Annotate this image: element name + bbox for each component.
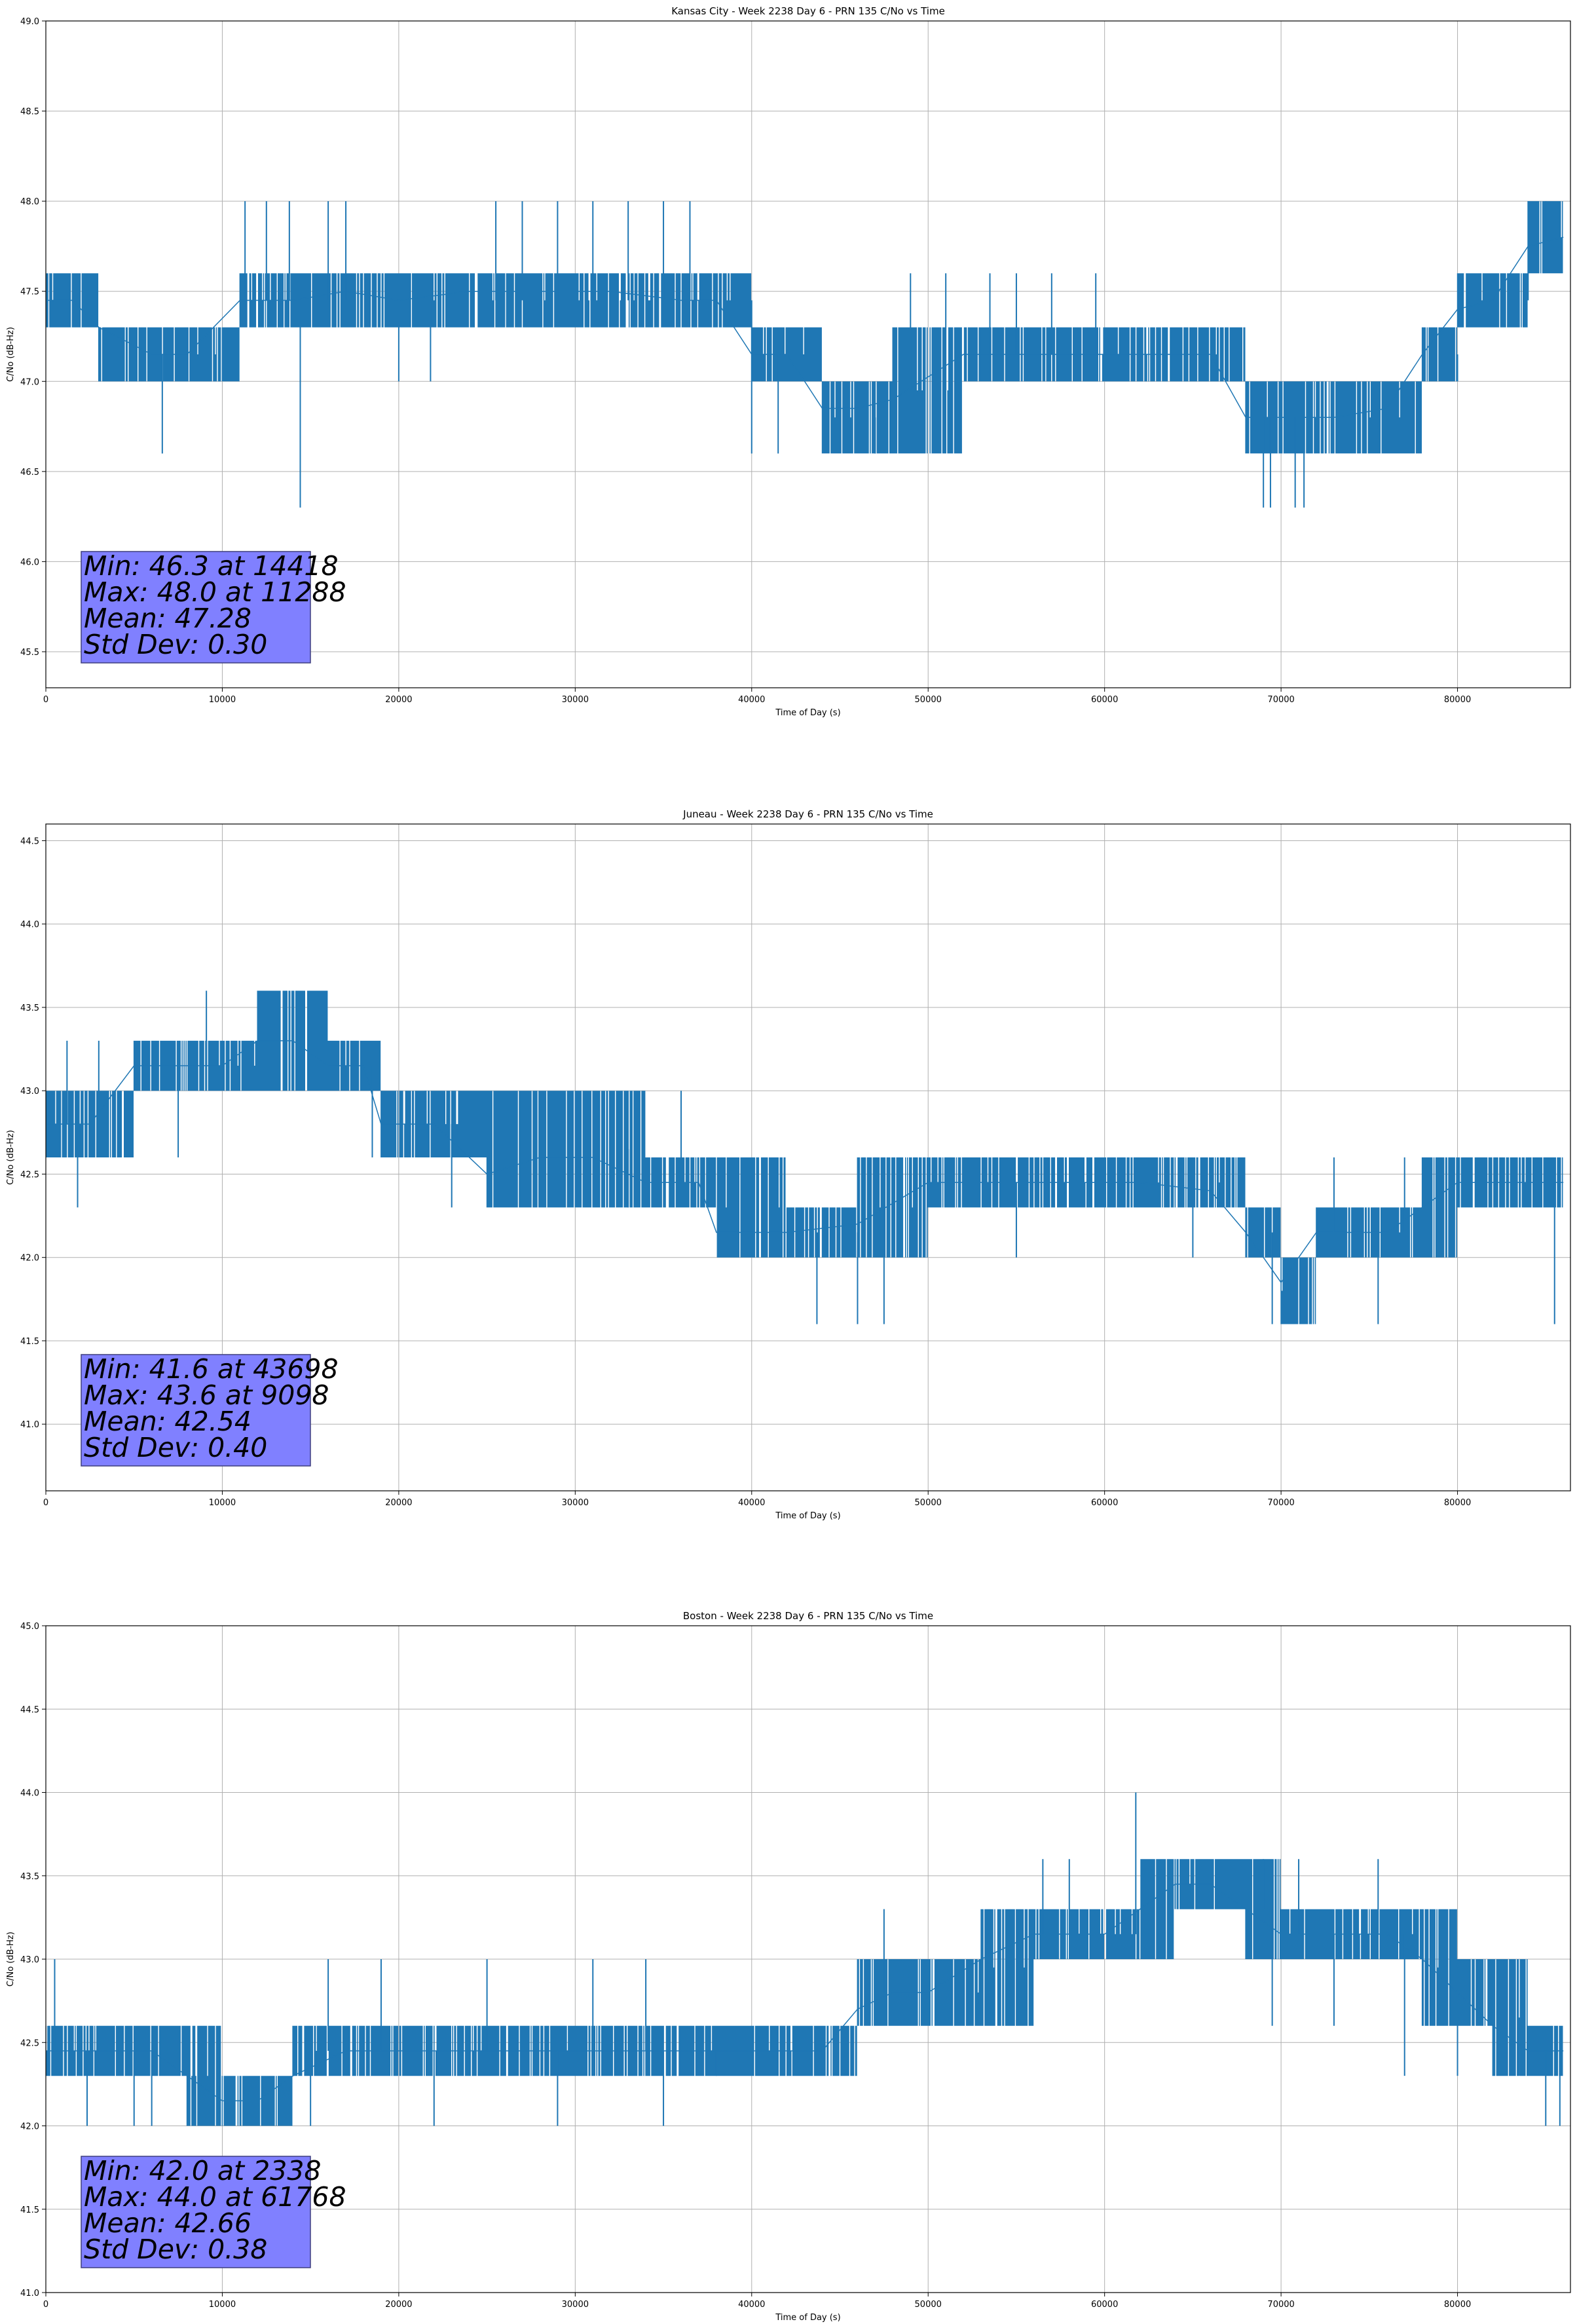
y-tick-label: 43.0 xyxy=(20,1955,39,1965)
y-tick-label: 42.0 xyxy=(20,2122,39,2132)
y-tick-label: 47.0 xyxy=(20,377,39,387)
series-line xyxy=(46,1883,1564,2102)
x-tick-label: 40000 xyxy=(738,1498,765,1508)
x-tick-label: 40000 xyxy=(738,695,765,705)
y-tick-label: 44.5 xyxy=(20,836,39,846)
stats-line: Std Dev: 0.40 xyxy=(84,1432,267,1463)
y-tick-label: 44.0 xyxy=(20,1789,39,1799)
y-tick-label: 49.0 xyxy=(20,17,39,27)
stats-line: Std Dev: 0.30 xyxy=(84,629,267,660)
series-line xyxy=(46,236,1564,419)
x-tick-label: 70000 xyxy=(1267,2300,1294,2310)
stats-line: Mean: 42.54 xyxy=(84,1406,251,1437)
y-axis-label: C/No (dB-Hz) xyxy=(6,1130,16,1185)
plot-area xyxy=(46,1792,1564,2126)
x-tick-label: 10000 xyxy=(209,1498,236,1508)
y-tick-label: 44.5 xyxy=(20,1705,39,1715)
x-tick-label: 60000 xyxy=(1091,695,1118,705)
x-tick-label: 60000 xyxy=(1091,1498,1118,1508)
x-axis-label: Time of Day (s) xyxy=(775,1511,840,1521)
x-tick-label: 0 xyxy=(43,2300,48,2310)
stats-box-background xyxy=(81,1354,311,1467)
y-tick-label: 41.0 xyxy=(20,2289,39,2298)
axes-frame xyxy=(45,823,1571,1491)
stats-line: Mean: 47.28 xyxy=(84,603,251,634)
stats-box-background xyxy=(81,2156,311,2268)
x-tick-label: 20000 xyxy=(385,695,412,705)
y-tick-label: 44.0 xyxy=(20,920,39,930)
x-tick-label: 70000 xyxy=(1267,695,1294,705)
chart-kansas-city: 0 10000 20000 30000 40000 50000 60000 70000 8000… xyxy=(6,5,1571,718)
y-tick-label: 46.5 xyxy=(20,468,39,478)
x-tick-label: 0 xyxy=(43,1498,48,1508)
y-tick-label: 43.0 xyxy=(20,1087,39,1096)
stats-line: Min: 46.3 at 14418 xyxy=(84,550,339,582)
y-axis-label: C/No (dB-Hz) xyxy=(6,1932,16,1987)
x-axis-label: Time of Day (s) xyxy=(775,708,840,718)
y-tick-label: 47.5 xyxy=(20,288,39,297)
x-tick-label: 80000 xyxy=(1444,2300,1471,2310)
x-axis-label: Time of Day (s) xyxy=(775,2313,840,2323)
series-band xyxy=(46,201,1563,454)
y-tick-label: 43.5 xyxy=(20,1872,39,1882)
x-tick-label: 50000 xyxy=(915,1498,942,1508)
series-band xyxy=(46,1859,1563,2126)
y-tick-label: 45.5 xyxy=(20,648,39,658)
stats-line: Min: 41.6 at 43698 xyxy=(84,1353,339,1385)
x-tick-label: 80000 xyxy=(1444,1498,1471,1508)
y-tick-label: 41.5 xyxy=(20,2205,39,2215)
stats-box-background xyxy=(81,551,311,664)
x-tick-label: 0 xyxy=(43,695,48,705)
chart-title: Juneau - Week 2238 Day 6 - PRN 135 C/No … xyxy=(682,808,933,820)
x-tick-label: 20000 xyxy=(385,2300,412,2310)
chart-title: Boston - Week 2238 Day 6 - PRN 135 C/No … xyxy=(683,1610,933,1622)
x-tick-label: 80000 xyxy=(1444,695,1471,705)
x-tick-label: 60000 xyxy=(1091,2300,1118,2310)
chart-title: Kansas City - Week 2238 Day 6 - PRN 135 … xyxy=(671,5,945,17)
y-tick-label: 42.0 xyxy=(20,1254,39,1264)
chart-juneau: 0 10000 20000 30000 40000 50000 60000 70000 8000… xyxy=(6,808,1571,1521)
y-tick-label: 43.5 xyxy=(20,1003,39,1013)
x-tick-label: 30000 xyxy=(562,2300,589,2310)
stats-line: Mean: 42.66 xyxy=(84,2207,251,2239)
x-tick-label: 40000 xyxy=(738,2300,765,2310)
y-tick-label: 46.0 xyxy=(20,557,39,567)
stats-line: Max: 44.0 at 61768 xyxy=(84,2181,346,2213)
x-tick-label: 30000 xyxy=(562,695,589,705)
x-tick-label: 50000 xyxy=(915,2300,942,2310)
axes-frame xyxy=(45,20,1571,688)
y-tick-label: 42.5 xyxy=(20,1170,39,1180)
x-tick-label: 50000 xyxy=(915,695,942,705)
y-tick-label: 41.5 xyxy=(20,1337,39,1347)
chart-boston: 0 10000 20000 30000 40000 50000 60000 70000 8000… xyxy=(6,1610,1571,2323)
stats-line: Max: 48.0 at 11288 xyxy=(84,576,346,608)
y-tick-label: 41.0 xyxy=(20,1420,39,1430)
plot-area xyxy=(46,990,1564,1324)
y-tick-label: 45.0 xyxy=(20,1622,39,1632)
stats-line: Min: 42.0 at 2338 xyxy=(84,2155,322,2186)
y-tick-label: 48.5 xyxy=(20,107,39,117)
x-tick-label: 70000 xyxy=(1267,1498,1294,1508)
x-tick-label: 10000 xyxy=(209,695,236,705)
plot-area xyxy=(46,201,1564,508)
stats-line: Max: 43.6 at 9098 xyxy=(84,1379,329,1411)
x-tick-label: 10000 xyxy=(209,2300,236,2310)
y-tick-label: 42.5 xyxy=(20,2038,39,2048)
x-tick-label: 20000 xyxy=(385,1498,412,1508)
x-tick-label: 30000 xyxy=(562,1498,589,1508)
y-axis-label: C/No (dB-Hz) xyxy=(6,327,16,382)
stats-line: Std Dev: 0.38 xyxy=(84,2234,267,2265)
y-tick-label: 48.0 xyxy=(20,197,39,207)
series-line xyxy=(46,1040,1564,1284)
